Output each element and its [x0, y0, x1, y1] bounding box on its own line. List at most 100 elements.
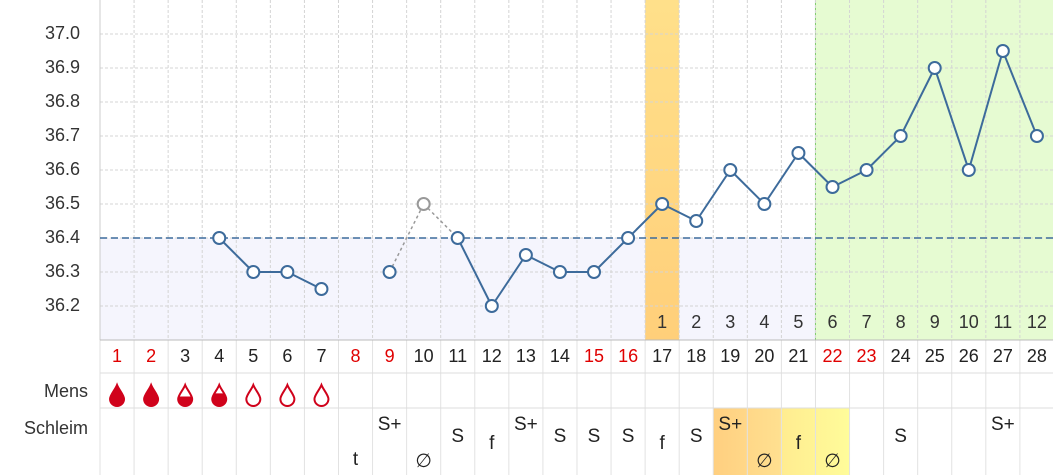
day-label: 8 — [351, 346, 361, 366]
point — [689, 214, 704, 228]
excluded-segment — [423, 203, 459, 239]
line-segment — [456, 237, 493, 307]
line-segment — [490, 254, 527, 307]
schleim-label: S+ — [514, 414, 538, 435]
post-ovulation-day: 12 — [1027, 312, 1047, 332]
point — [314, 282, 329, 296]
point — [723, 163, 738, 177]
schleim-label: ∅ — [824, 451, 841, 472]
post-ovulation-day: 1 — [657, 312, 667, 332]
point — [791, 146, 806, 160]
y-tick-label: 36.4 — [45, 227, 80, 247]
mens-drop — [177, 382, 194, 407]
schleim-label: S+ — [991, 414, 1015, 435]
schleim-label: S — [690, 426, 703, 447]
day-label: 18 — [686, 346, 706, 366]
line-segment — [218, 237, 255, 273]
day-label: 26 — [959, 346, 979, 366]
day-label: 14 — [550, 346, 570, 366]
post-ovulation-day: 8 — [896, 312, 906, 332]
point — [655, 197, 670, 211]
day-label: 20 — [754, 346, 774, 366]
day-label: 3 — [180, 346, 190, 366]
schleim-label: f — [796, 433, 802, 454]
day-label: 13 — [516, 346, 536, 366]
mens-drop-fill — [178, 396, 193, 406]
schleim-label: S — [894, 426, 907, 447]
post-ovulation-day: 4 — [759, 312, 769, 332]
mens-drop — [109, 382, 126, 407]
post-ovulation-day: 6 — [827, 312, 837, 332]
y-tick-label: 36.2 — [45, 295, 80, 315]
day-label: 15 — [584, 346, 604, 366]
post-ovulation-day: 2 — [691, 312, 701, 332]
post-ovulation-day: 7 — [862, 312, 872, 332]
mens-drop-fill — [144, 385, 159, 407]
day-label: 24 — [891, 346, 911, 366]
excluded-point — [416, 197, 431, 211]
line-segment — [967, 50, 1004, 171]
point — [927, 61, 942, 75]
mens-drop-fill — [110, 385, 125, 407]
line-segment — [1001, 50, 1038, 137]
point — [280, 265, 295, 279]
day-label: 19 — [720, 346, 740, 366]
point — [893, 129, 908, 143]
schleim-label: S — [622, 426, 635, 447]
y-tick-label: 36.3 — [45, 261, 80, 281]
schleim-label: S — [451, 426, 464, 447]
y-tick-label: 37.0 — [45, 23, 80, 43]
schleim-label: S+ — [378, 414, 402, 435]
post-ovulation-day: 5 — [793, 312, 803, 332]
point — [382, 265, 397, 279]
schleim-label: S — [554, 426, 567, 447]
post-ovulation-day: 11 — [994, 312, 1013, 332]
day-label: 5 — [248, 346, 258, 366]
line-segment — [899, 67, 936, 137]
mens-drop — [245, 382, 262, 407]
day-label: 12 — [482, 346, 502, 366]
point — [621, 231, 636, 245]
y-tick-label: 36.8 — [45, 91, 80, 111]
day-label: 21 — [788, 346, 808, 366]
schleim-label: t — [353, 449, 359, 470]
point — [450, 231, 465, 245]
line-segment — [865, 135, 902, 171]
y-tick-label: 36.6 — [45, 159, 80, 179]
schleim-label: S — [588, 426, 601, 447]
post-ovulation-day: 9 — [930, 312, 940, 332]
day-label: 1 — [112, 346, 122, 366]
day-label: 9 — [385, 346, 395, 366]
point — [1029, 129, 1044, 143]
mens-drop-fill — [212, 393, 227, 406]
day-label: 25 — [925, 346, 945, 366]
mens-drop — [313, 382, 330, 407]
point — [757, 197, 772, 211]
day-label: 2 — [146, 346, 156, 366]
point — [552, 265, 567, 279]
schleim-label: ∅ — [756, 451, 773, 472]
day-label: 28 — [1027, 346, 1047, 366]
schleim-label: ∅ — [415, 451, 432, 472]
post-ovulation-day: 3 — [725, 312, 735, 332]
line-segment — [763, 152, 800, 205]
point — [859, 163, 874, 177]
point — [825, 180, 840, 194]
point — [246, 265, 261, 279]
line-segment — [695, 169, 732, 222]
day-label: 11 — [448, 346, 467, 366]
row-label: Mens — [44, 381, 88, 401]
point — [518, 248, 533, 262]
day-label: 17 — [652, 346, 672, 366]
schleim-label: f — [489, 433, 495, 454]
y-tick-label: 36.9 — [45, 57, 80, 77]
day-label: 7 — [316, 346, 326, 366]
y-tick-label: 36.5 — [45, 193, 80, 213]
point — [961, 163, 976, 177]
row-label: Schleim — [24, 418, 88, 438]
line-segment — [593, 237, 629, 273]
schleim-label: f — [660, 433, 666, 454]
day-label: 22 — [822, 346, 842, 366]
day-label: 10 — [414, 346, 434, 366]
